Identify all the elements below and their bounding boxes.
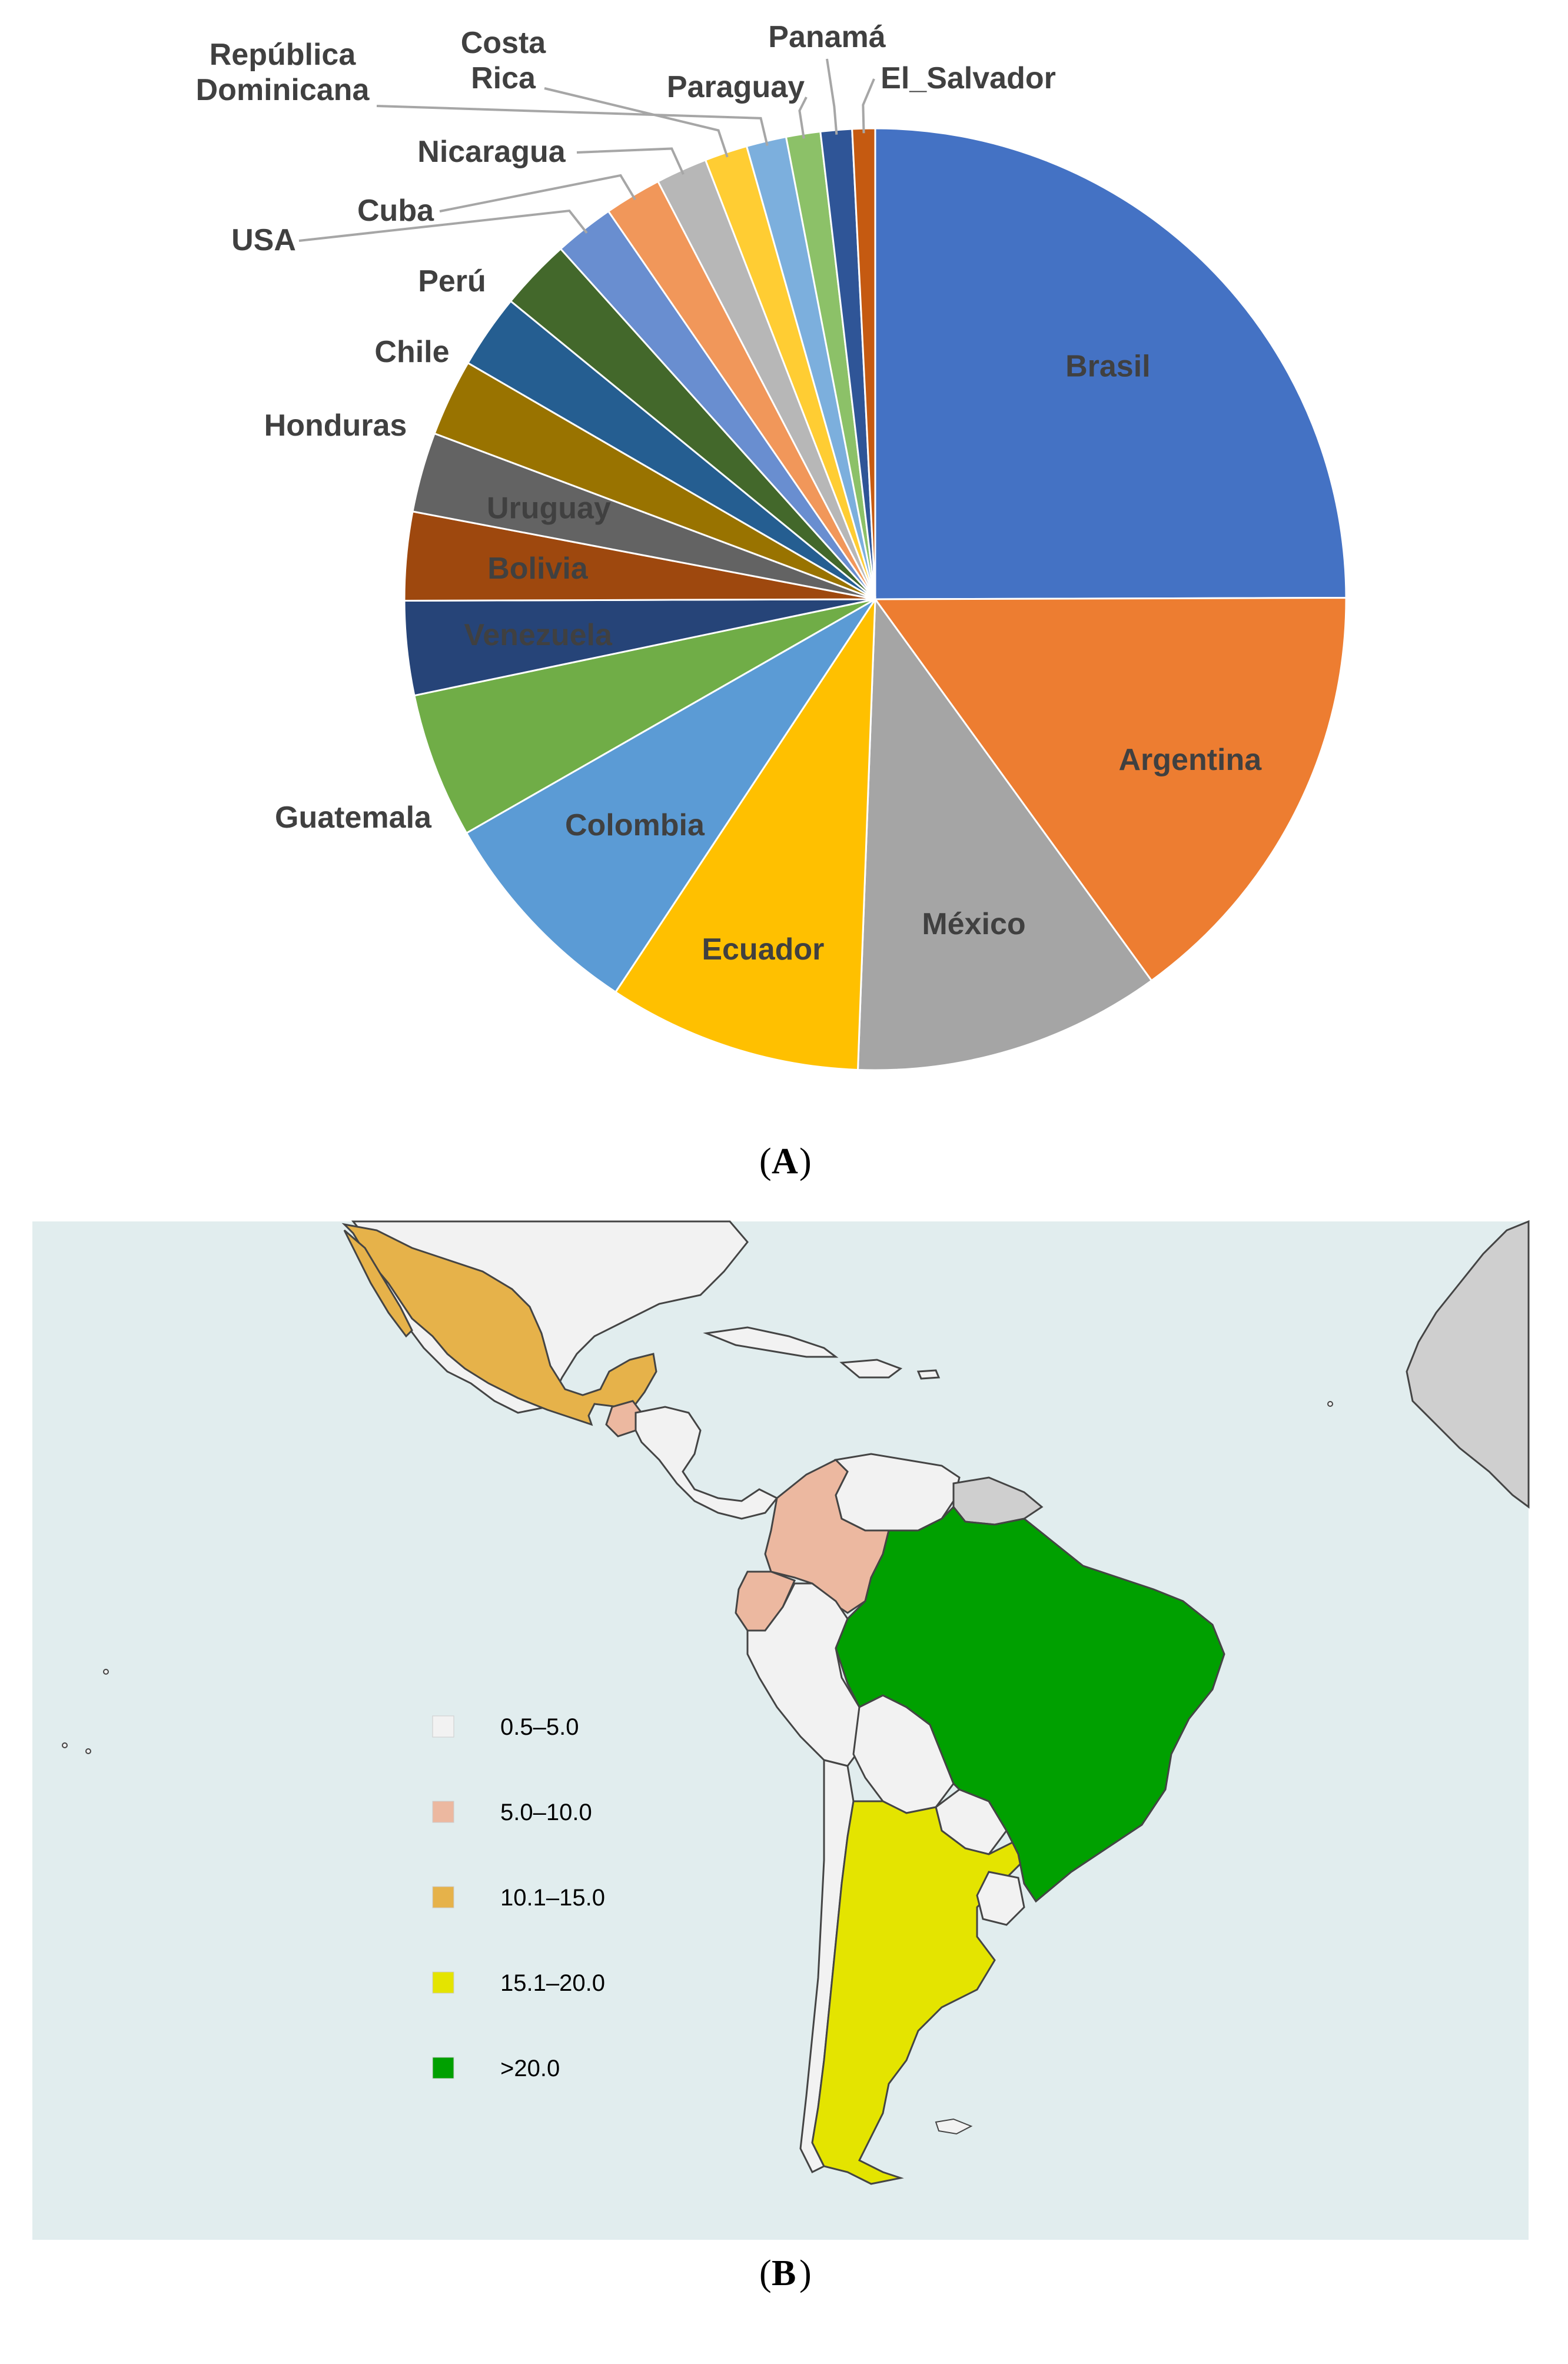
legend-swatch bbox=[432, 1886, 454, 1908]
pie-slice-guatemala bbox=[413, 598, 876, 835]
pie-chart: Brasil Argentina México Ecuador Colombia Guat… bbox=[196, 20, 1347, 1071]
legend-label: 5.0–10.0 bbox=[500, 1799, 592, 1825]
map-falklands bbox=[935, 2118, 973, 2135]
map-legend: 0.5–5.0 5.0–10.0 10.1–15.0 15.1–20.0 >20.0 bbox=[432, 1714, 605, 2081]
legend-swatch bbox=[432, 2057, 454, 2079]
pie-leader-line bbox=[798, 97, 808, 139]
map-peru bbox=[746, 1582, 866, 1767]
pie-label: El_Salvador bbox=[881, 61, 1056, 95]
pie-label: Argentina bbox=[1119, 743, 1263, 777]
legend-swatch bbox=[432, 1715, 454, 1738]
pie-label: Paraguay bbox=[667, 70, 805, 104]
pie-label: Bolivia bbox=[487, 552, 589, 586]
panel-a-tag-open: ( bbox=[759, 1141, 772, 1181]
map-cuba bbox=[703, 1326, 839, 1358]
pie-label: Panamá bbox=[768, 20, 886, 54]
pie-leader-line bbox=[576, 147, 685, 175]
pie-leader-line bbox=[376, 105, 769, 146]
pie-label: Honduras bbox=[264, 409, 407, 443]
legend-label: >20.0 bbox=[500, 2056, 560, 2081]
pie-label: Uruguay bbox=[487, 491, 611, 525]
map-island bbox=[62, 1742, 68, 1748]
pie-leader-line bbox=[439, 174, 636, 213]
legend-label: 0.5–5.0 bbox=[500, 1714, 579, 1740]
pie-label: República Dominicana bbox=[196, 38, 370, 107]
pie-slice-argentina bbox=[873, 597, 1347, 982]
legend-swatch bbox=[432, 1801, 454, 1823]
pie-label: Perú bbox=[418, 264, 486, 298]
pie-label: Ecuador bbox=[702, 932, 824, 967]
panel-b-tag-close: ) bbox=[799, 2253, 812, 2293]
legend-swatch bbox=[432, 1971, 454, 1994]
map-brasil bbox=[835, 1505, 1225, 1903]
pie-slice-ecuador bbox=[614, 596, 876, 1071]
map-panel: 0.5–5.0 5.0–10.0 10.1–15.0 15.1–20.0 >20.0 bbox=[32, 1220, 1530, 2240]
pie-label: USA bbox=[231, 223, 296, 257]
map-puerto-rico bbox=[916, 1369, 941, 1380]
pie-slice-brasil bbox=[874, 127, 1347, 600]
pie-label: Colombia bbox=[565, 808, 705, 842]
pie-slices bbox=[403, 127, 1347, 1071]
pie-label-line: República bbox=[210, 38, 357, 72]
map-countries bbox=[62, 1220, 1530, 2185]
pie-slice-colombia bbox=[465, 598, 876, 994]
map-ocean bbox=[32, 1221, 1529, 2240]
pie-label-line: Rica bbox=[471, 61, 536, 95]
panel-b-label: B bbox=[772, 2253, 796, 2293]
legend-label: 15.1–20.0 bbox=[500, 1970, 605, 1996]
pie-label: Chile bbox=[374, 335, 449, 369]
map-uruguay bbox=[976, 1871, 1025, 1926]
pie-leader-line bbox=[298, 209, 588, 242]
pie-label-line: Dominicana bbox=[196, 73, 370, 107]
pie-leader-line bbox=[826, 58, 838, 135]
pie-label: Brasil bbox=[1065, 349, 1151, 383]
pie-leader-line bbox=[862, 78, 875, 134]
map-island bbox=[85, 1748, 91, 1754]
pie-slice-m-xico bbox=[856, 596, 1153, 1071]
pie-label: Venezuela bbox=[464, 618, 613, 652]
legend-label: 10.1–15.0 bbox=[500, 1885, 605, 1911]
panel-a-label: A bbox=[772, 1141, 798, 1181]
map-island bbox=[103, 1669, 109, 1675]
map-argentina bbox=[811, 1800, 1025, 2185]
pie-label: Costa Rica bbox=[461, 26, 547, 95]
map-island bbox=[1327, 1401, 1333, 1407]
pie-label-line: Costa bbox=[461, 26, 547, 60]
pie-labels: Brasil Argentina México Ecuador Colombia Guat… bbox=[196, 20, 1263, 967]
panel-b-tag-open: ( bbox=[759, 2253, 772, 2293]
pie-label: Guatemala bbox=[275, 801, 432, 835]
pie-label: Cuba bbox=[357, 194, 434, 228]
pie-leader-line bbox=[544, 87, 729, 158]
map-baja bbox=[343, 1229, 413, 1338]
map-hispaniola bbox=[839, 1359, 903, 1379]
pie-leader-lines bbox=[298, 58, 875, 242]
panel-a-tag-close: ) bbox=[799, 1141, 812, 1181]
pie-label: Nicaragua bbox=[417, 135, 566, 169]
pie-label: México bbox=[922, 907, 1025, 941]
map-central-america bbox=[634, 1406, 779, 1520]
map-africa bbox=[1406, 1220, 1530, 1509]
